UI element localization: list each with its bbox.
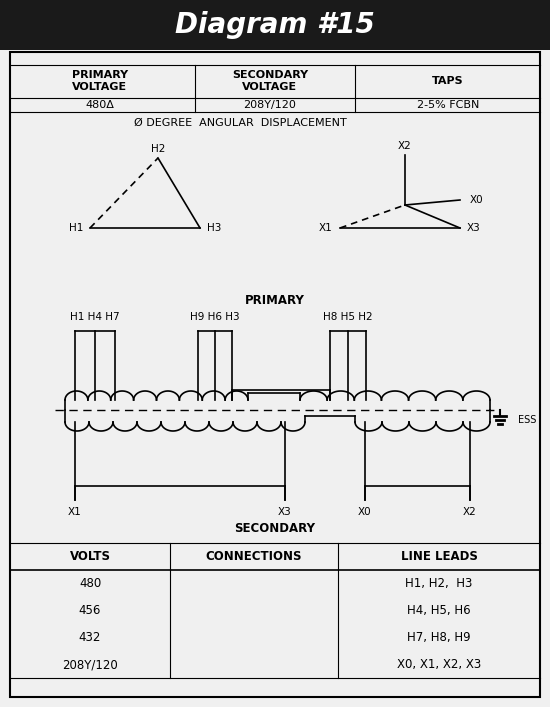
Text: Diagram #15: Diagram #15	[175, 11, 375, 39]
Text: H8 H5 H2: H8 H5 H2	[323, 312, 373, 322]
Text: 480: 480	[79, 577, 101, 590]
Text: X0, X1, X2, X3: X0, X1, X2, X3	[397, 658, 481, 671]
Text: H4, H5, H6: H4, H5, H6	[407, 604, 471, 617]
Text: X0: X0	[469, 195, 483, 205]
Text: Ø DEGREE  ANGULAR  DISPLACEMENT: Ø DEGREE ANGULAR DISPLACEMENT	[134, 118, 346, 128]
Bar	[0, 0, 550, 50]
Text: X2: X2	[463, 507, 477, 517]
Text: 480Δ: 480Δ	[86, 100, 114, 110]
Text: H7, H8, H9: H7, H8, H9	[407, 631, 471, 644]
Text: 208Y/120: 208Y/120	[62, 658, 118, 671]
Text: ESS: ESS	[518, 415, 536, 425]
Text: 2-5% FCBN: 2-5% FCBN	[417, 100, 479, 110]
Text: H1: H1	[69, 223, 83, 233]
Text: PRIMARY: PRIMARY	[245, 293, 305, 307]
Text: H3: H3	[207, 223, 221, 233]
Text: 208Y/120: 208Y/120	[244, 100, 296, 110]
Text: H9 H6 H3: H9 H6 H3	[190, 312, 240, 322]
Text: X3: X3	[467, 223, 481, 233]
Text: 432: 432	[79, 631, 101, 644]
Text: X0: X0	[358, 507, 372, 517]
Text: SECONDARY
VOLTAGE: SECONDARY VOLTAGE	[232, 70, 308, 92]
Text: X1: X1	[319, 223, 333, 233]
Text: LINE LEADS: LINE LEADS	[400, 550, 477, 563]
Text: TAPS: TAPS	[432, 76, 464, 86]
Text: SECONDARY: SECONDARY	[234, 522, 316, 534]
Text: VOLTS: VOLTS	[69, 550, 111, 563]
Text: H2: H2	[151, 144, 165, 154]
Text: X3: X3	[278, 507, 292, 517]
Text: H1, H2,  H3: H1, H2, H3	[405, 577, 472, 590]
Text: PRIMARY
VOLTAGE: PRIMARY VOLTAGE	[72, 70, 128, 92]
Text: CONNECTIONS: CONNECTIONS	[206, 550, 302, 563]
Text: X1: X1	[68, 507, 82, 517]
Text: 456: 456	[79, 604, 101, 617]
Text: X2: X2	[398, 141, 412, 151]
Text: H1 H4 H7: H1 H4 H7	[70, 312, 120, 322]
